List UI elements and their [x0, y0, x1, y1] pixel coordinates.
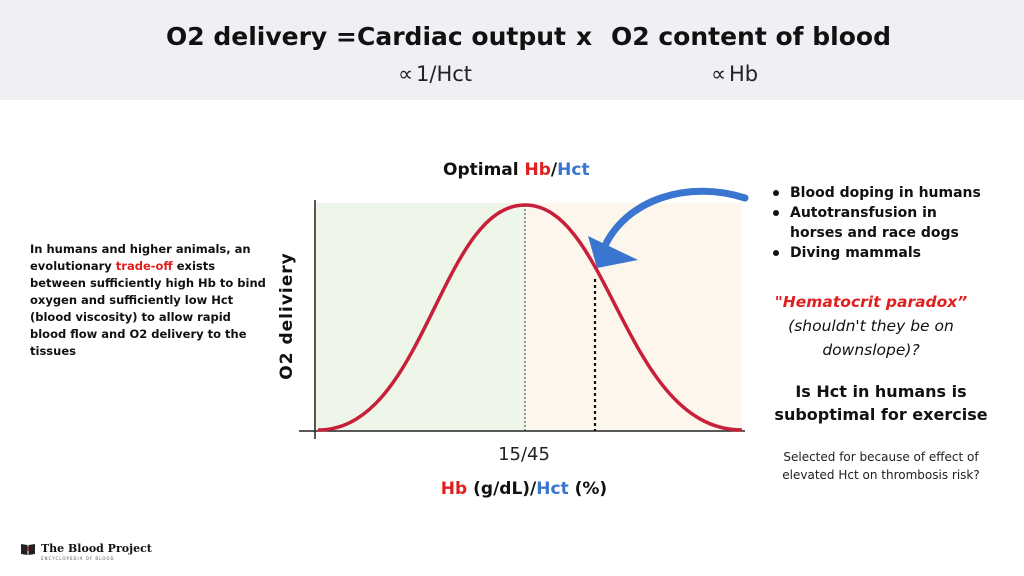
note-text-1: In humans and higher animals, an evoluti… [30, 242, 251, 273]
paradox-title: "Hematocrit paradox” [774, 293, 968, 311]
proportional-symbol: ∝ [398, 62, 414, 86]
xlabel-hb: Hb [440, 479, 468, 499]
title-hct: Hct [557, 160, 590, 180]
y-axis-label-text: O2 deliviery [277, 252, 297, 380]
blood-project-logo: The Blood Project ENCYCLOPEDIA OF BLOOD [20, 539, 152, 561]
paradox-text: (shouldn't they be on downslope)? [788, 317, 954, 359]
title-slash: / [550, 160, 558, 180]
proportional-symbol: ∝ [711, 62, 727, 86]
header-banner [0, 0, 1024, 100]
examples-list: Blood doping in humans Autotransfusion i… [771, 183, 991, 263]
prop1-text: 1/Hct [416, 62, 473, 86]
hematocrit-paradox: "Hematocrit paradox” (shouldn't they be … [766, 290, 976, 362]
note-highlight: trade-off [115, 259, 173, 273]
list-item: Autotransfusion in horses and race dogs [771, 203, 991, 243]
equation-o2-content: O2 content of blood [611, 22, 891, 51]
equation-lhs: O2 delivery = [166, 22, 357, 51]
suboptimal-question: Is Hct in humans is suboptimal for exerc… [774, 382, 988, 424]
delivery-curve [317, 203, 743, 432]
proportional-hb: ∝ Hb [711, 62, 758, 86]
title-hb: Hb [524, 160, 551, 180]
title-prefix: Optimal [443, 160, 525, 180]
excess-region [525, 203, 742, 431]
xlabel-hct: Hct [536, 479, 569, 499]
equation-cardiac-output: Cardiac output [357, 22, 566, 51]
x-tick-label: 15/45 [498, 444, 550, 465]
list-item: Diving mammals [771, 243, 991, 263]
curved-arrow-icon [599, 187, 749, 254]
note-text-2: exists between sufficiently high Hb to b… [30, 259, 266, 358]
book-icon [21, 544, 35, 555]
list-item: Blood doping in humans [771, 183, 991, 203]
tradeoff-note: In humans and higher animals, an evoluti… [30, 241, 270, 360]
equation-operator: x [576, 22, 593, 51]
chart-title: Optimal Hb/Hct [443, 160, 590, 180]
arrow-head [588, 236, 638, 268]
logo-name: The Blood Project [41, 542, 152, 555]
optimal-region [315, 203, 525, 431]
prop2-text: Hb [729, 62, 759, 86]
logo-tagline: ENCYCLOPEDIA OF BLOOD [41, 556, 115, 561]
x-axis-label: Hb (g/dL)/Hct (%) [441, 479, 607, 499]
thrombosis-note: Selected for because of effect of elevat… [782, 450, 980, 482]
proportional-hct: ∝ 1/Hct [398, 62, 472, 86]
xlabel-units-2: (%) [568, 479, 608, 499]
xlabel-units-1: (g/dL)/ [467, 479, 537, 499]
